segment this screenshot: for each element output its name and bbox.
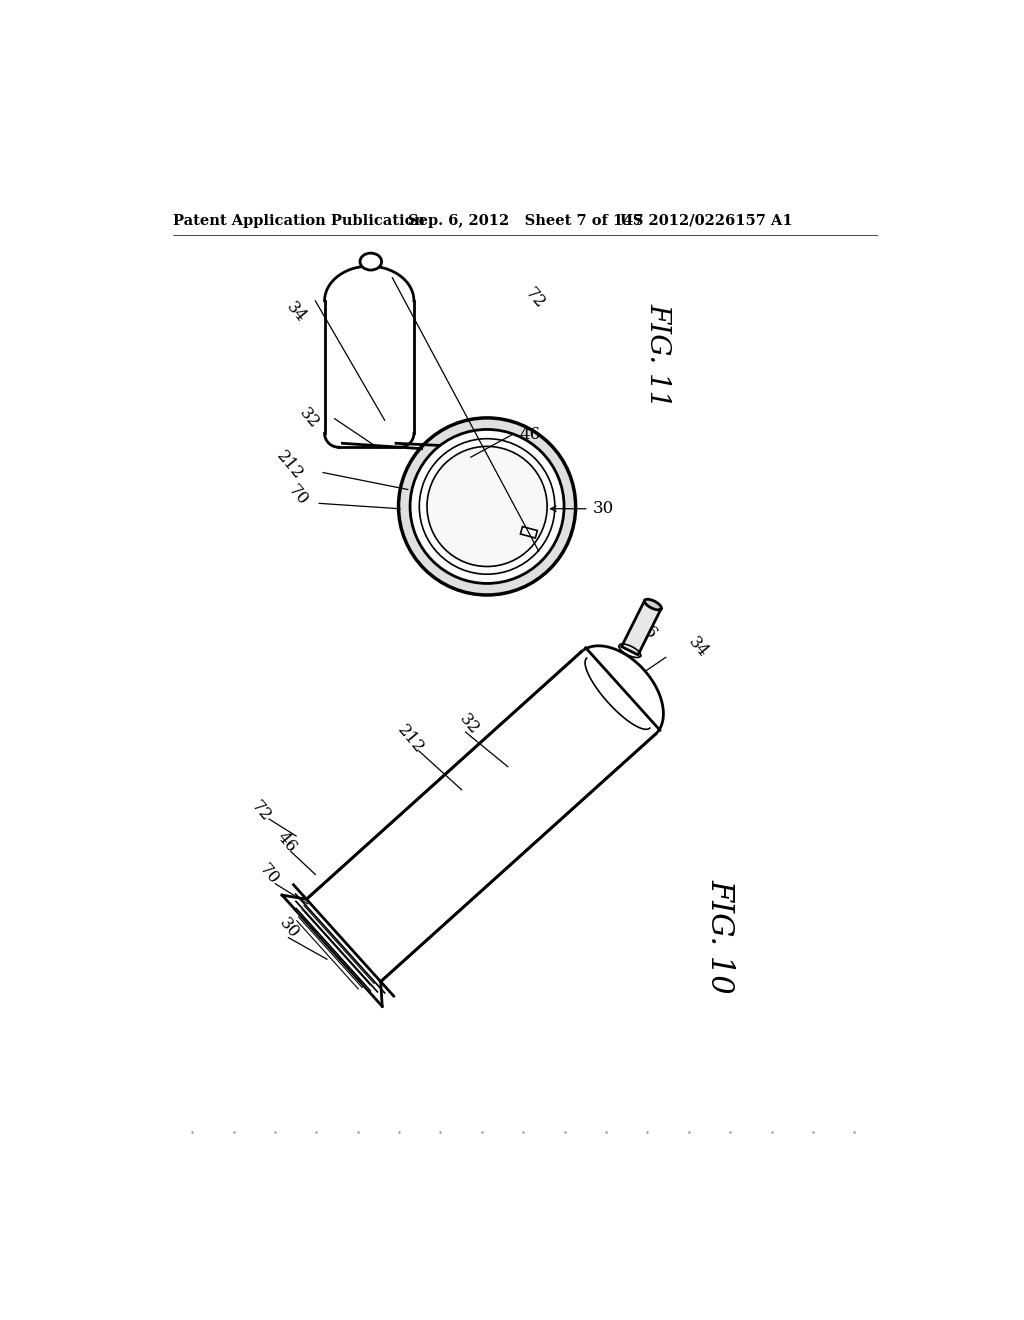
Circle shape xyxy=(427,446,547,566)
Polygon shape xyxy=(582,645,664,734)
Polygon shape xyxy=(296,902,378,991)
Text: 34: 34 xyxy=(283,298,309,326)
Text: 36: 36 xyxy=(634,616,660,643)
Polygon shape xyxy=(306,652,655,982)
Text: 30: 30 xyxy=(275,915,302,942)
Text: 72: 72 xyxy=(248,797,274,825)
Circle shape xyxy=(398,418,575,595)
Text: Sep. 6, 2012   Sheet 7 of 147: Sep. 6, 2012 Sheet 7 of 147 xyxy=(408,214,643,227)
Polygon shape xyxy=(296,894,385,993)
Polygon shape xyxy=(622,601,662,655)
Text: 70: 70 xyxy=(255,861,282,888)
Ellipse shape xyxy=(360,253,382,271)
Text: 212: 212 xyxy=(394,722,427,758)
Polygon shape xyxy=(306,652,655,982)
Circle shape xyxy=(410,429,564,583)
Text: 46: 46 xyxy=(273,829,300,855)
Text: US 2012/0226157 A1: US 2012/0226157 A1 xyxy=(620,214,793,227)
Polygon shape xyxy=(644,599,662,610)
Text: 34: 34 xyxy=(685,634,712,661)
Text: FIG. 11: FIG. 11 xyxy=(645,302,672,407)
Text: 70: 70 xyxy=(285,482,311,510)
Text: 30: 30 xyxy=(593,500,613,517)
Bar xyxy=(520,527,538,539)
Text: 46: 46 xyxy=(519,425,541,442)
Text: 32: 32 xyxy=(456,710,482,738)
Text: FIG. 10: FIG. 10 xyxy=(705,879,735,994)
Text: 32: 32 xyxy=(296,405,323,432)
Polygon shape xyxy=(296,908,371,991)
Text: 212: 212 xyxy=(273,447,306,483)
Text: Patent Application Publication: Patent Application Publication xyxy=(173,214,425,227)
Polygon shape xyxy=(294,884,393,997)
Text: 72: 72 xyxy=(521,285,549,312)
